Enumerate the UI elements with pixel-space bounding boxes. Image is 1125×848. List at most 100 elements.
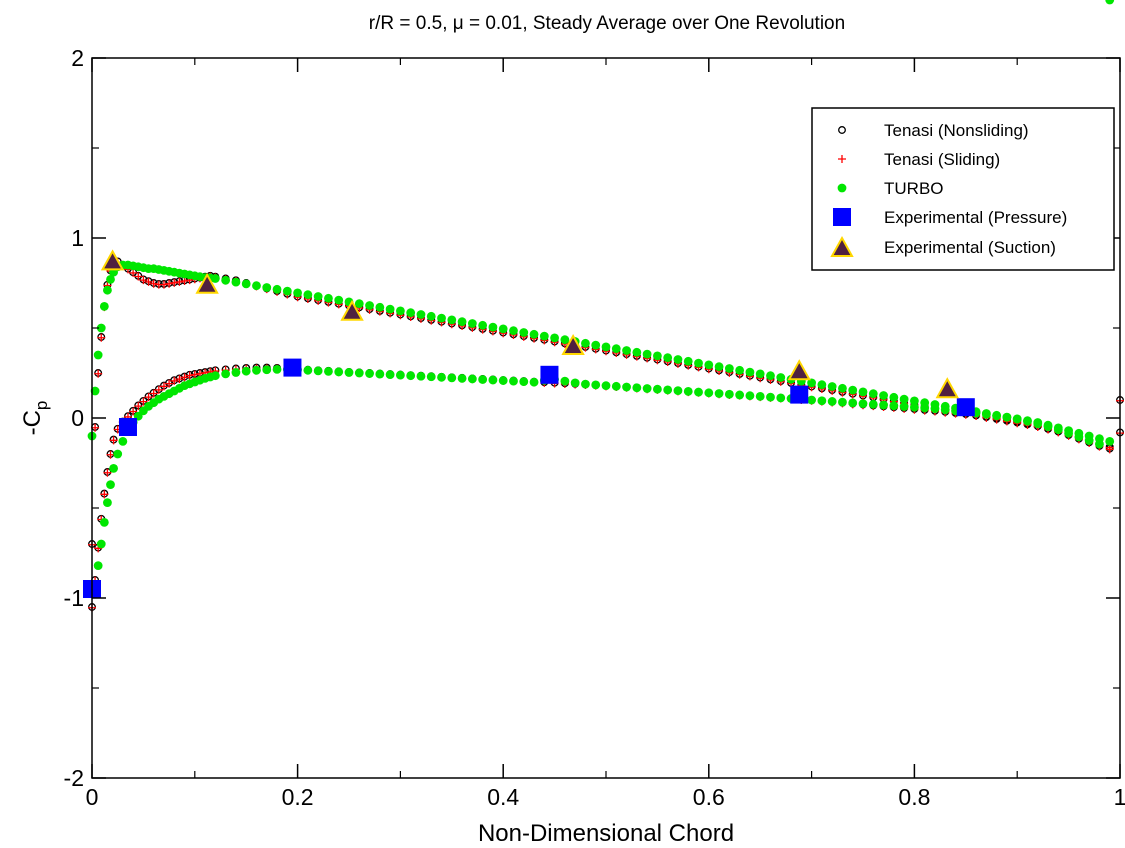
tenasi-sliding-point bbox=[154, 385, 163, 394]
turbo-point bbox=[252, 281, 261, 291]
turbo-point bbox=[838, 397, 847, 407]
tenasi-sliding-point bbox=[144, 277, 153, 286]
turbo-point bbox=[930, 404, 940, 414]
turbo-point bbox=[724, 364, 734, 373]
turbo-point bbox=[591, 380, 601, 390]
tenasi-sliding-point bbox=[149, 279, 158, 288]
turbo-point bbox=[858, 387, 868, 397]
turbo-point bbox=[313, 292, 323, 301]
turbo-point bbox=[385, 370, 395, 380]
turbo-point bbox=[1023, 416, 1032, 426]
turbo-point bbox=[663, 353, 673, 363]
turbo-point bbox=[437, 372, 446, 382]
tenasi-sliding-point bbox=[185, 371, 194, 380]
y-axis-label: -Cp bbox=[19, 401, 51, 436]
turbo-point bbox=[560, 335, 570, 345]
tenasi-sliding-point bbox=[134, 272, 143, 281]
tenasi-sliding-point bbox=[144, 393, 153, 402]
y-axis-label-subscript: p bbox=[32, 401, 51, 410]
experimental-pressure-point bbox=[790, 385, 809, 404]
x-tick-label: 0.4 bbox=[487, 784, 519, 810]
turbo-point bbox=[437, 313, 446, 323]
turbo-point bbox=[838, 383, 847, 393]
turbo-point bbox=[910, 402, 919, 412]
turbo-point bbox=[879, 400, 888, 410]
turbo-point bbox=[735, 390, 745, 400]
turbo-point bbox=[241, 366, 251, 376]
turbo-point bbox=[96, 539, 106, 549]
turbo-point bbox=[899, 402, 909, 411]
turbo-point bbox=[940, 405, 950, 415]
turbo-point bbox=[673, 386, 683, 396]
legend: Tenasi (Nonsliding) Tenasi (Sliding) TUR… bbox=[811, 107, 1115, 271]
turbo-point bbox=[478, 375, 488, 384]
y-tick-label: -1 bbox=[64, 585, 84, 611]
tenasi-sliding-point bbox=[159, 280, 168, 289]
turbo-point bbox=[663, 385, 673, 395]
turbo-point bbox=[653, 351, 662, 361]
turbo-point bbox=[488, 375, 498, 385]
turbo-point bbox=[642, 384, 652, 393]
tenasi-sliding-point bbox=[180, 373, 189, 382]
tenasi-sliding-point bbox=[149, 389, 158, 398]
turbo-point bbox=[385, 304, 395, 314]
turbo-point bbox=[99, 518, 109, 527]
turbo-point bbox=[1002, 412, 1012, 422]
turbo-point bbox=[365, 301, 374, 310]
turbo-point bbox=[807, 378, 816, 388]
legend-symbol-open-circle bbox=[838, 126, 846, 134]
legend-label-experimental-pressure: Experimental (Pressure) bbox=[884, 208, 1067, 227]
turbo-point bbox=[704, 360, 714, 370]
turbo-point bbox=[519, 377, 529, 387]
legend-symbol-filled-circle bbox=[837, 183, 847, 193]
legend-symbol-plus bbox=[838, 155, 846, 163]
legend-label-tenasi-sliding: Tenasi (Sliding) bbox=[884, 150, 1000, 169]
turbo-point bbox=[642, 349, 652, 359]
turbo-point bbox=[550, 333, 559, 343]
turbo-point bbox=[498, 376, 508, 385]
y-tick-label: 2 bbox=[71, 45, 84, 71]
turbo-point bbox=[303, 365, 313, 375]
turbo-point bbox=[889, 392, 899, 402]
turbo-point bbox=[519, 328, 529, 337]
turbo-point bbox=[755, 369, 765, 379]
turbo-point bbox=[1033, 419, 1043, 429]
turbo-point bbox=[90, 386, 100, 396]
turbo-point bbox=[889, 401, 899, 411]
experimental-suction-point bbox=[561, 333, 585, 355]
turbo-point bbox=[457, 374, 467, 383]
turbo-point bbox=[868, 399, 878, 409]
turbo-point bbox=[447, 315, 457, 325]
turbo-point bbox=[303, 290, 313, 300]
turbo-point bbox=[406, 371, 416, 381]
turbo-point bbox=[1064, 428, 1073, 438]
plot-marks bbox=[83, 0, 1124, 612]
turbo-point bbox=[113, 449, 123, 459]
turbo-point bbox=[416, 310, 426, 319]
turbo-point bbox=[509, 326, 518, 336]
turbo-point bbox=[109, 464, 118, 473]
turbo-point bbox=[899, 394, 909, 404]
turbo-point bbox=[827, 397, 837, 406]
legend-symbols bbox=[830, 126, 854, 257]
tenasi-sliding-point bbox=[100, 490, 109, 499]
tenasi-sliding-point bbox=[165, 279, 174, 288]
experimental-pressure-point bbox=[118, 418, 137, 436]
turbo-point bbox=[704, 388, 714, 398]
turbo-point bbox=[529, 329, 539, 339]
tenasi-sliding-point bbox=[190, 370, 199, 379]
turbo-point bbox=[673, 355, 683, 364]
experimental-pressure-point bbox=[540, 365, 559, 384]
turbo-point bbox=[755, 392, 765, 401]
turbo-point bbox=[1053, 425, 1063, 435]
turbo-point bbox=[1012, 414, 1022, 424]
turbo-point bbox=[457, 317, 467, 327]
turbo-point bbox=[981, 410, 991, 419]
turbo-point bbox=[447, 373, 457, 383]
turbo-point bbox=[293, 288, 302, 298]
chart-title: r/R = 0.5, μ = 0.01, Steady Average over… bbox=[369, 13, 845, 34]
turbo-point bbox=[776, 393, 786, 403]
turbo-point bbox=[694, 387, 703, 397]
turbo-point bbox=[396, 370, 405, 380]
